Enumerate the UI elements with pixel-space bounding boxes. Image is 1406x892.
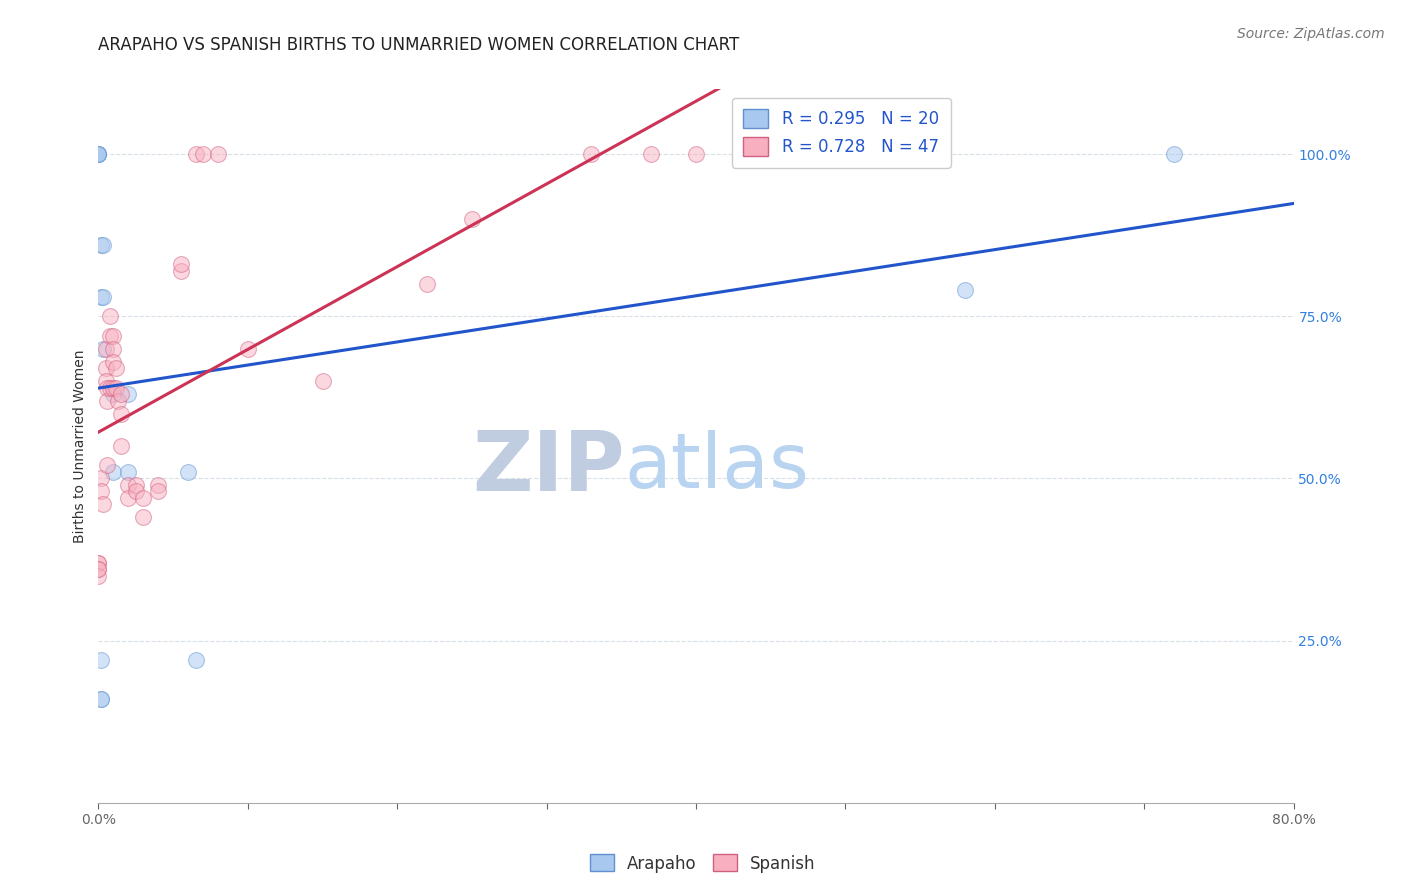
Point	[103, 354, 125, 368]
Point	[207, 147, 229, 161]
Y-axis label: Births to Unmarried Women: Births to Unmarried Women	[73, 350, 87, 542]
Point	[87, 147, 110, 161]
Point	[96, 381, 118, 395]
Text: Source: ZipAtlas.com: Source: ZipAtlas.com	[1237, 27, 1385, 41]
Point	[117, 387, 139, 401]
Point	[685, 147, 707, 161]
Point	[87, 147, 110, 161]
Point	[416, 277, 439, 291]
Legend: Arapaho, Spanish: Arapaho, Spanish	[583, 847, 823, 880]
Point	[117, 478, 139, 492]
Text: ZIP: ZIP	[472, 427, 624, 508]
Point	[91, 497, 114, 511]
Point	[132, 510, 155, 524]
Point	[125, 484, 148, 499]
Point	[94, 361, 117, 376]
Point	[103, 465, 125, 479]
Point	[87, 147, 110, 161]
Point	[110, 407, 132, 421]
Point	[103, 328, 125, 343]
Text: atlas: atlas	[624, 431, 808, 504]
Point	[184, 147, 207, 161]
Point	[94, 342, 117, 356]
Point	[87, 568, 110, 582]
Point	[640, 147, 662, 161]
Point	[191, 147, 214, 161]
Point	[90, 692, 112, 706]
Point	[90, 484, 112, 499]
Point	[87, 562, 110, 576]
Point	[87, 556, 110, 570]
Point	[236, 342, 259, 356]
Point	[110, 387, 132, 401]
Point	[953, 283, 976, 297]
Point	[103, 387, 125, 401]
Point	[105, 361, 128, 376]
Point	[148, 478, 170, 492]
Point	[117, 465, 139, 479]
Point	[117, 491, 139, 505]
Point	[90, 238, 112, 252]
Point	[96, 458, 118, 473]
Point	[90, 692, 112, 706]
Point	[96, 393, 118, 408]
Point	[105, 381, 128, 395]
Point	[90, 471, 112, 485]
Point	[311, 374, 333, 388]
Point	[110, 439, 132, 453]
Point	[169, 264, 191, 278]
Point	[87, 556, 110, 570]
Point	[177, 465, 200, 479]
Point	[87, 562, 110, 576]
Point	[90, 653, 112, 667]
Point	[461, 211, 484, 226]
Point	[103, 381, 125, 395]
Point	[148, 484, 170, 499]
Point	[184, 653, 207, 667]
Point	[91, 290, 114, 304]
Point	[169, 257, 191, 271]
Point	[90, 290, 112, 304]
Point	[91, 238, 114, 252]
Point	[103, 342, 125, 356]
Point	[581, 147, 603, 161]
Legend: R = 0.295   N = 20, R = 0.728   N = 47: R = 0.295 N = 20, R = 0.728 N = 47	[731, 97, 950, 168]
Point	[87, 147, 110, 161]
Point	[132, 491, 155, 505]
Point	[98, 310, 122, 324]
Point	[107, 393, 129, 408]
Point	[98, 381, 122, 395]
Point	[125, 478, 148, 492]
Point	[94, 374, 117, 388]
Text: ARAPAHO VS SPANISH BIRTHS TO UNMARRIED WOMEN CORRELATION CHART: ARAPAHO VS SPANISH BIRTHS TO UNMARRIED W…	[98, 36, 740, 54]
Point	[1163, 147, 1185, 161]
Point	[98, 328, 122, 343]
Point	[91, 342, 114, 356]
